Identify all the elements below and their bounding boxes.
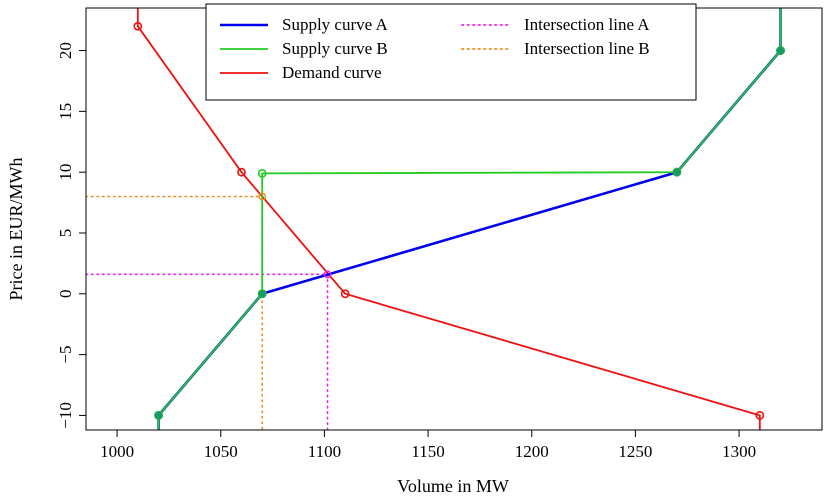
- x-tick-label: 1250: [618, 442, 652, 461]
- y-tick-label: 0: [56, 290, 75, 299]
- demand-curve-point-0: [133, 21, 143, 31]
- x-tick-label: 1100: [308, 442, 341, 461]
- intersection-marker-a: [323, 270, 332, 279]
- legend-label-intersection-line-b: Intersection line B: [524, 39, 650, 58]
- y-tick-label: 20: [56, 42, 75, 59]
- supply-shared-point-2: [673, 168, 681, 176]
- y-tick-label: 15: [56, 103, 75, 120]
- series-group: [86, 8, 785, 430]
- legend-box: [205, 3, 697, 101]
- y-tick-label: 10: [56, 164, 75, 181]
- x-tick-label: 1300: [722, 442, 756, 461]
- x-axis-title: Volume in MW: [397, 476, 509, 496]
- x-tick-label: 1150: [411, 442, 444, 461]
- y-tick-label: −5: [56, 346, 75, 364]
- y-axis-title: Price in EUR/MWh: [6, 158, 26, 301]
- legend-label-intersection-line-a: Intersection line A: [524, 15, 650, 34]
- legend-label-supply-curve-b: Supply curve B: [282, 39, 388, 58]
- legend-label-demand-curve: Demand curve: [282, 63, 382, 82]
- supply-shared-point-3: [776, 46, 785, 55]
- legend-label-supply-curve-a: Supply curve A: [282, 15, 388, 34]
- demand-curve-point-1: [237, 167, 246, 177]
- demand-curve-point-3: [755, 411, 765, 420]
- supply-curve-b-point-2: [257, 168, 267, 178]
- y-tick-label: −10: [56, 402, 75, 429]
- legend: Supply curve A Supply curve B Demand curve…: [205, 3, 697, 101]
- x-tick-label: 1050: [204, 442, 238, 461]
- plot-area: [86, 8, 785, 430]
- supply-shared-point-0: [154, 411, 163, 420]
- axes: 1000 1050 1100 1150 1200 1250 1300 −10 −5 0 5 10 15 2…: [56, 7, 823, 461]
- x-tick-label: 1000: [100, 442, 134, 461]
- y-tick-label: 5: [56, 229, 75, 238]
- x-tick-label: 1200: [515, 442, 549, 461]
- demand-curve-point-2: [340, 289, 350, 299]
- intersection-marker-b: [258, 192, 267, 201]
- supply-shared-point-1: [258, 290, 266, 298]
